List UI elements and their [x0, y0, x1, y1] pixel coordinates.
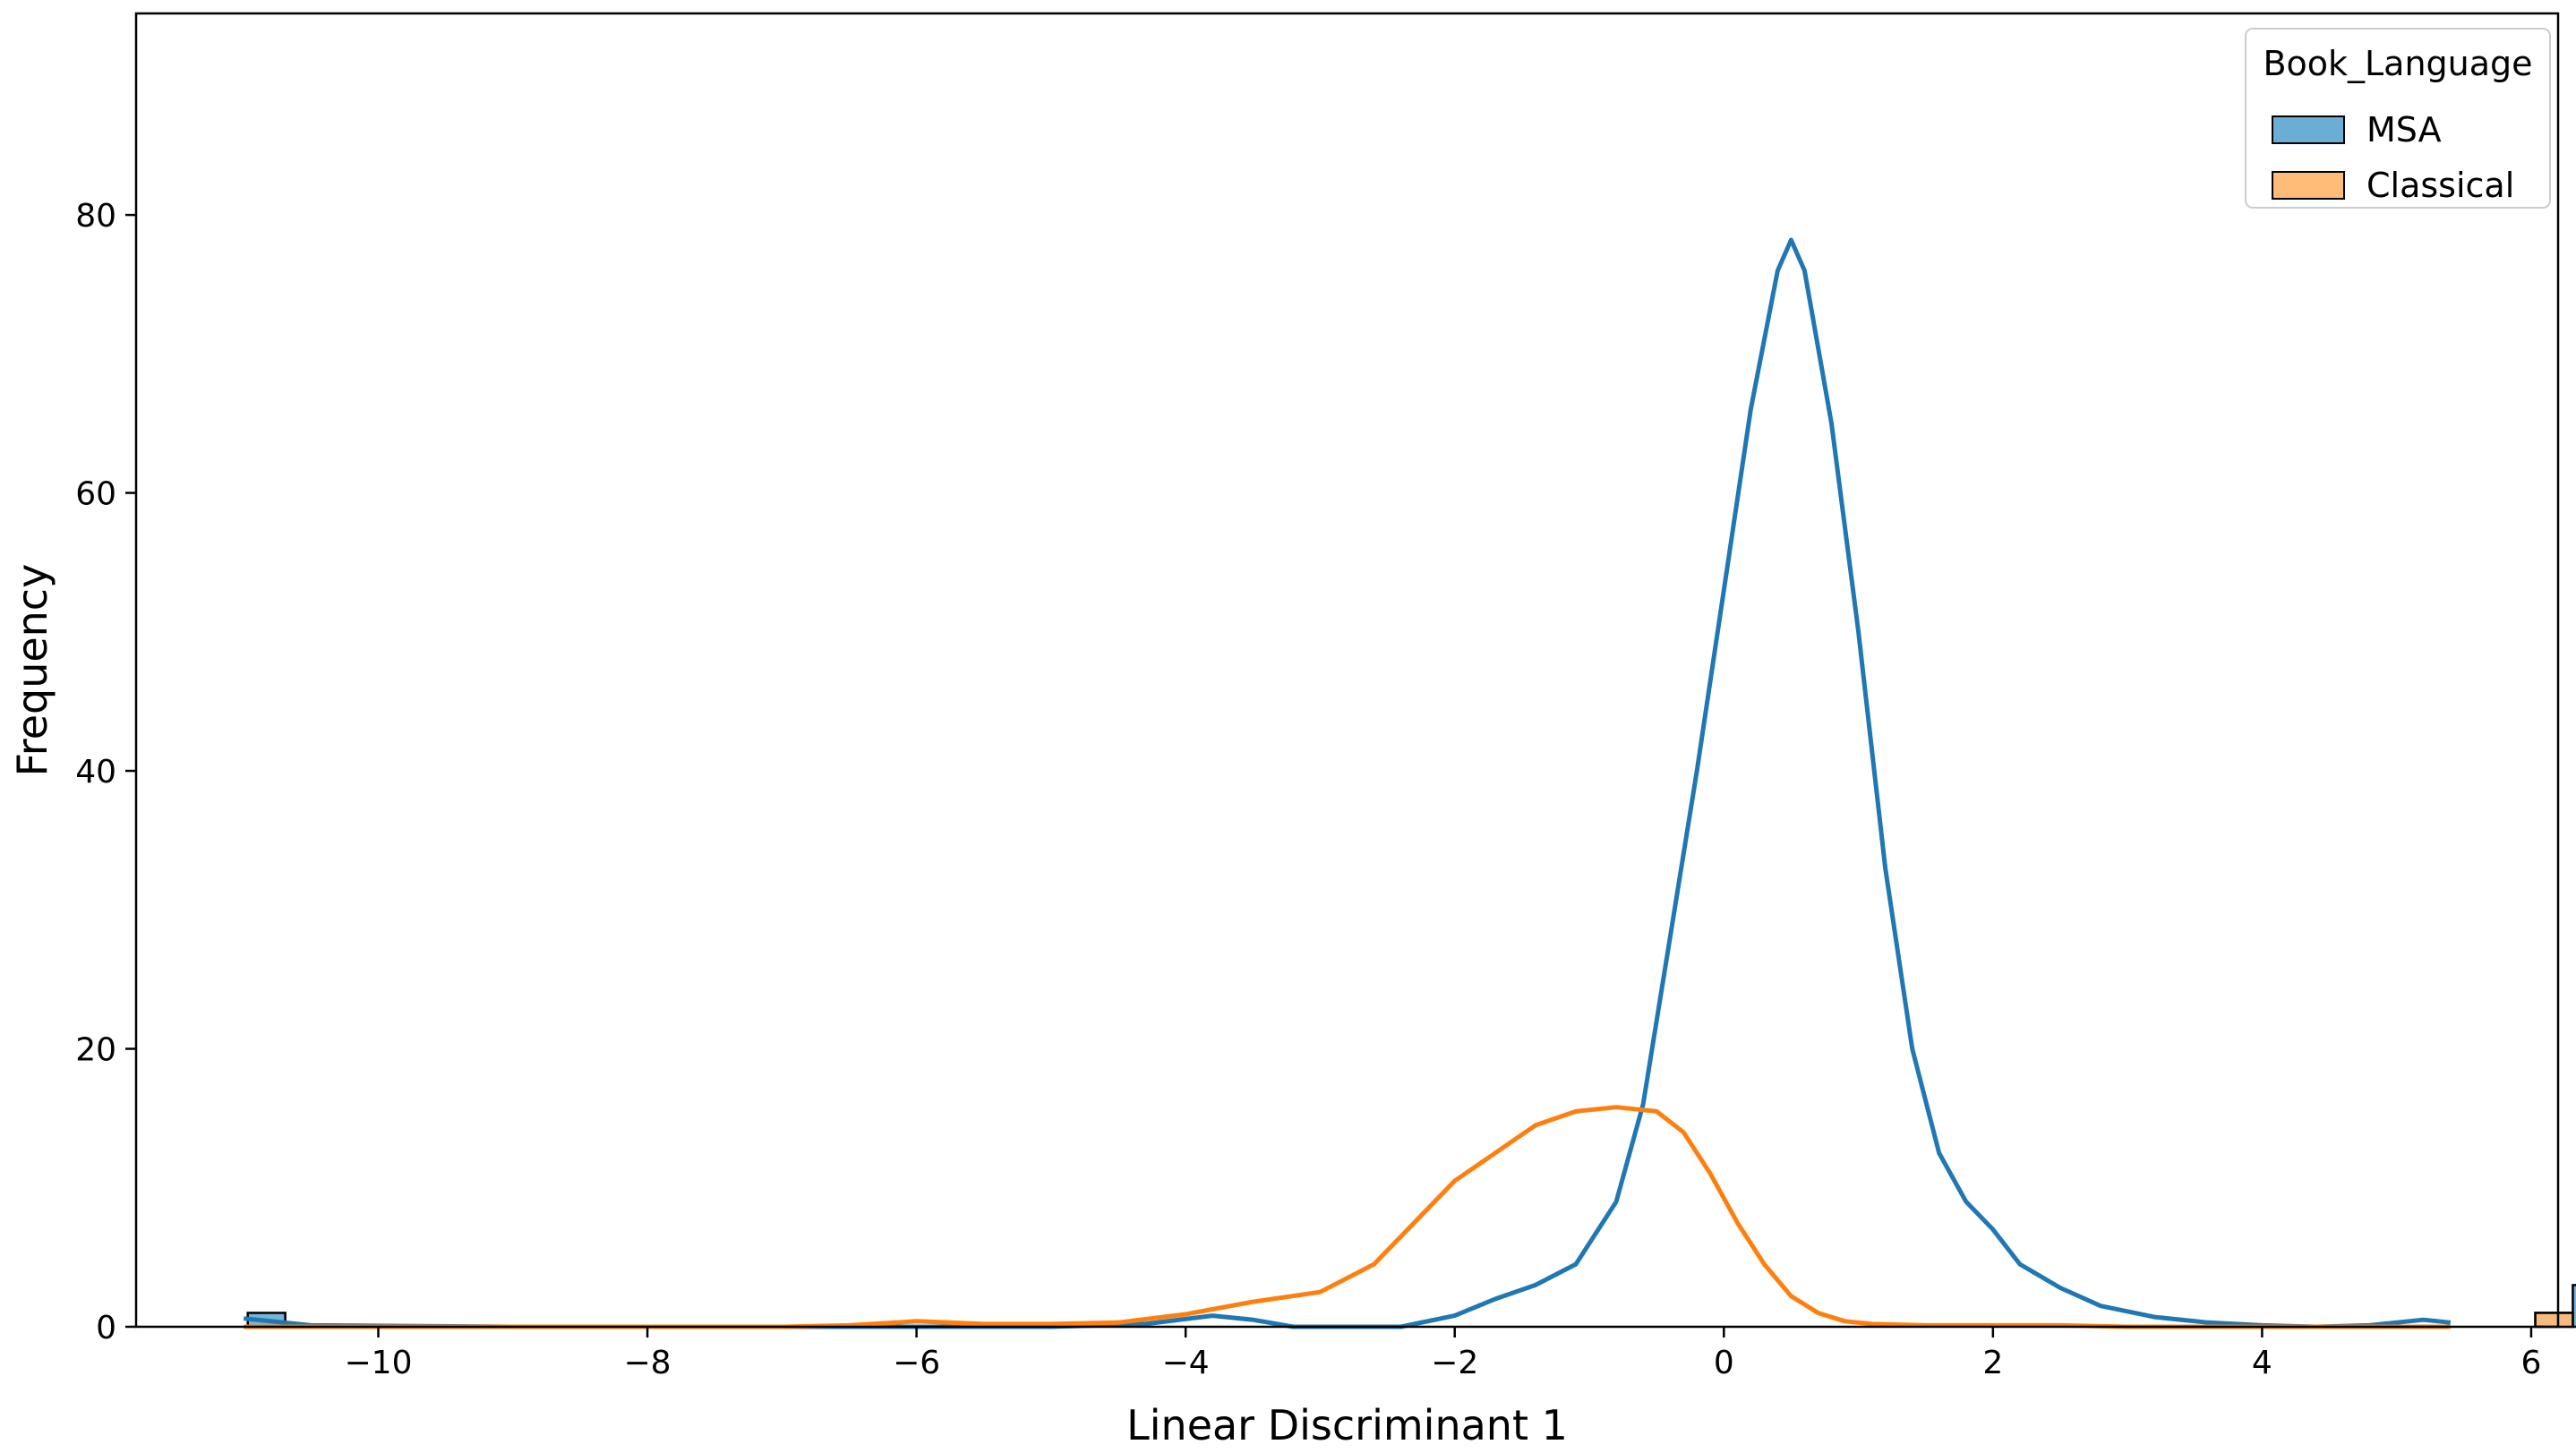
y-tick-label: 60 [75, 476, 116, 513]
legend-label-msa: MSA [2366, 110, 2442, 150]
x-tick-label: −4 [1162, 1345, 1210, 1381]
y-tick-label: 0 [96, 1310, 116, 1346]
x-axis-ticks: −10 −8 −6 −4 −2 0 2 4 6 [345, 1327, 2541, 1381]
legend-swatch-msa [2272, 115, 2345, 144]
x-tick-label: 0 [1714, 1345, 1734, 1381]
x-tick-label: −8 [624, 1345, 672, 1381]
x-tick-label: −2 [1431, 1345, 1478, 1381]
legend-title: Book_Language [2263, 44, 2532, 83]
y-axis-title: Frequency [8, 564, 56, 777]
y-tick-label: 80 [75, 198, 116, 235]
x-tick-label: 6 [2520, 1345, 2541, 1381]
x-tick-label: −6 [893, 1345, 940, 1381]
plot-frame [134, 12, 2560, 1329]
x-axis-title: Linear Discriminant 1 [1126, 1401, 1568, 1449]
y-axis-ticks: 0 20 40 60 80 [75, 198, 136, 1346]
y-tick-label: 20 [75, 1032, 116, 1069]
bar-msa-62 [2572, 1284, 2576, 1329]
legend: Book_Language MSA Classical [2245, 28, 2551, 209]
legend-box [2245, 28, 2551, 209]
histogram-bars [246, 1284, 2576, 1329]
legend-label-classical: Classical [2366, 166, 2514, 205]
y-tick-label: 40 [75, 754, 116, 791]
x-tick-label: 4 [2252, 1345, 2272, 1381]
kde-curves [243, 237, 2452, 1329]
x-tick-label: −10 [345, 1345, 413, 1381]
bar-classical-61 [2534, 1312, 2574, 1329]
kde-curve-msa [243, 237, 2452, 1329]
legend-swatch-classical [2272, 171, 2345, 200]
x-tick-label: 2 [1982, 1345, 2003, 1381]
kde-curve-classical [244, 1105, 2451, 1329]
